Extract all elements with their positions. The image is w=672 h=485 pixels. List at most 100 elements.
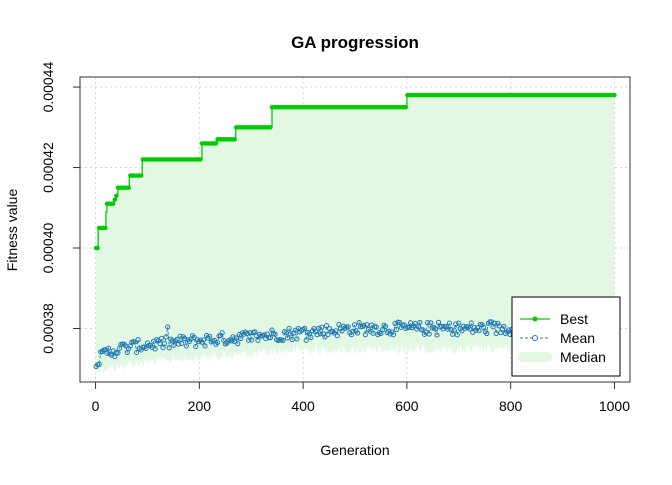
- x-tick-label: 800: [499, 398, 523, 414]
- mean-point: [488, 319, 495, 325]
- mean-point: [397, 319, 403, 326]
- mean-point: [289, 336, 295, 343]
- mean-point: [294, 336, 300, 342]
- mean-point: [453, 321, 459, 327]
- x-axis: 0 200 400 600 800 1000: [92, 381, 630, 414]
- x-tick-label: 400: [291, 398, 315, 414]
- mean-point: [104, 350, 110, 356]
- mean-point: [491, 320, 498, 326]
- median-band: [96, 95, 614, 375]
- mean-point: [435, 319, 442, 325]
- mean-point: [406, 324, 412, 331]
- mean-point: [286, 325, 292, 332]
- chart-title: GA progression: [291, 33, 419, 52]
- mean-point: [175, 341, 182, 347]
- mean-point: [288, 331, 294, 337]
- mean-point: [267, 335, 274, 341]
- legend-label: Best: [560, 311, 588, 327]
- median-band-area: [96, 95, 614, 375]
- mean-point: [283, 330, 289, 336]
- best-point: [198, 157, 203, 162]
- mean-point: [161, 341, 168, 347]
- mean-point: [428, 320, 434, 326]
- mean-point: [351, 322, 358, 328]
- best-point: [114, 193, 119, 198]
- mean-point: [244, 330, 250, 337]
- best-point: [213, 141, 219, 146]
- mean-point: [370, 330, 376, 336]
- mean-point: [166, 345, 172, 351]
- mean-point: [280, 337, 286, 343]
- mean-point: [454, 332, 460, 338]
- mean-point: [426, 331, 432, 337]
- mean-point: [323, 323, 330, 329]
- mean-point: [412, 320, 418, 327]
- mean-point: [238, 335, 244, 342]
- best-point: [103, 225, 108, 231]
- mean-point: [501, 323, 507, 329]
- mean-point: [496, 323, 502, 329]
- mean-point: [247, 330, 253, 336]
- mean-point: [163, 334, 169, 340]
- x-tick-label: 1000: [599, 398, 630, 414]
- mean-point: [109, 352, 115, 358]
- mean-point: [204, 332, 210, 339]
- mean-point: [179, 340, 185, 346]
- mean-point: [230, 334, 236, 340]
- mean-point: [314, 332, 320, 338]
- mean-point: [322, 334, 328, 340]
- mean-point: [177, 333, 183, 339]
- best-point: [139, 173, 144, 178]
- mean-point: [350, 328, 356, 334]
- mean-point: [339, 328, 345, 334]
- y-axis-label: Fitness value: [4, 189, 20, 272]
- mean-point: [393, 326, 400, 333]
- best-point: [126, 185, 131, 190]
- mean-point: [302, 325, 308, 331]
- mean-point: [451, 327, 457, 333]
- mean-point: [214, 339, 221, 346]
- mean-point: [446, 320, 453, 326]
- mean-point: [200, 337, 207, 343]
- mean-point: [354, 330, 361, 336]
- x-tick-label: 600: [395, 398, 419, 414]
- mean-point: [115, 350, 121, 356]
- mean-point: [468, 320, 474, 326]
- mean-point: [174, 336, 180, 342]
- mean-point: [308, 334, 314, 341]
- best-point: [612, 92, 617, 98]
- mean-point: [325, 331, 331, 338]
- mean-point: [182, 336, 188, 342]
- mean-point: [96, 361, 102, 367]
- best-point: [112, 197, 117, 202]
- mean-point: [171, 342, 177, 348]
- mean-point: [369, 322, 375, 328]
- mean-point: [383, 323, 389, 330]
- mean-point: [364, 321, 370, 328]
- legend-marker-best: [532, 316, 538, 322]
- legend-marker-mean: [532, 335, 538, 341]
- best-point: [403, 104, 409, 110]
- mean-point: [246, 337, 252, 343]
- x-axis-label: Generation: [320, 442, 389, 458]
- mean-point: [317, 331, 323, 337]
- mean-point: [448, 326, 454, 332]
- mean-point: [386, 328, 392, 334]
- y-tick-label: 0.00038: [40, 303, 56, 354]
- mean-point: [158, 335, 165, 341]
- legend-box: [511, 296, 621, 377]
- mean-point: [493, 330, 499, 337]
- y-tick-label: 0.00042: [40, 142, 56, 193]
- mean-point: [456, 320, 462, 326]
- mean-point: [169, 338, 175, 344]
- mean-point: [219, 330, 225, 336]
- mean-point: [487, 319, 493, 325]
- mean-point: [334, 333, 340, 339]
- mean-point: [143, 345, 149, 351]
- mean-point: [303, 337, 309, 343]
- mean-point: [263, 335, 269, 342]
- mean-point: [183, 343, 189, 349]
- y-tick-label: 0.00040: [40, 222, 56, 273]
- mean-point: [333, 328, 339, 334]
